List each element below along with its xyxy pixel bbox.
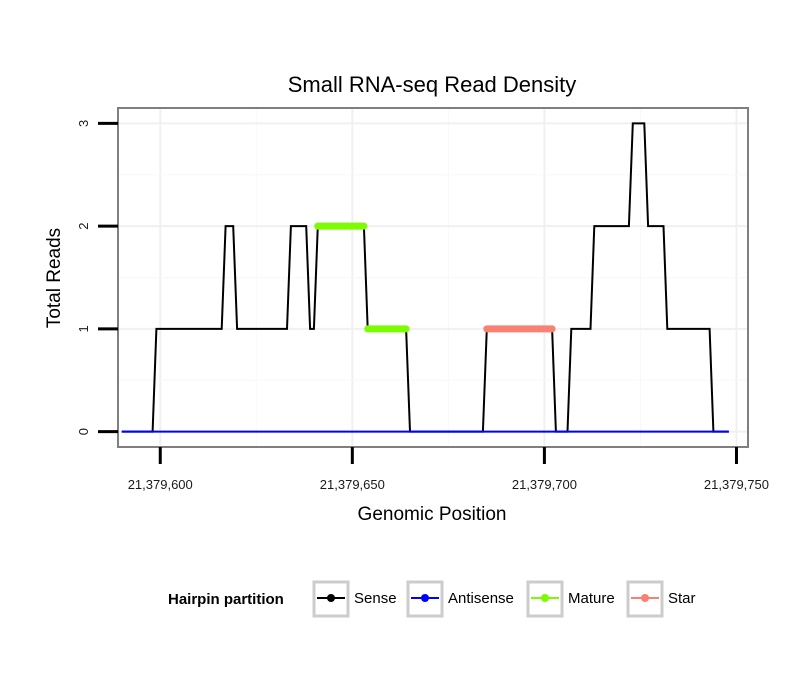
x-tick-label: 21,379,650 xyxy=(320,477,385,492)
legend-dot-antisense xyxy=(421,594,429,602)
x-tick-label: 21,379,700 xyxy=(512,477,577,492)
legend: Hairpin partition Sense Antisense Mature St… xyxy=(168,580,696,618)
y-tick-label: 1 xyxy=(76,325,91,332)
legend-label-star: Star xyxy=(668,590,696,607)
legend-dot-star xyxy=(641,594,649,602)
y-tick-label: 0 xyxy=(76,428,91,435)
y-axis-title: Total Reads xyxy=(44,228,65,328)
legend-dot-sense xyxy=(327,594,335,602)
legend-dot-mature xyxy=(541,594,549,602)
legend-title: Hairpin partition xyxy=(168,591,284,608)
legend-label-antisense: Antisense xyxy=(448,590,514,607)
series xyxy=(121,122,729,433)
legend-label-sense: Sense xyxy=(354,590,397,607)
y-tick-label: 2 xyxy=(76,223,91,230)
x-axis-title: Genomic Position xyxy=(358,504,507,525)
legend-label-mature: Mature xyxy=(568,590,615,607)
x-tick-label: 21,379,600 xyxy=(128,477,193,492)
axes: 21,379,600 21,379,650 21,379,700 21,379,750… xyxy=(76,107,769,492)
x-tick-label: 21,379,750 xyxy=(704,477,769,492)
panel-border xyxy=(117,107,749,448)
chart-title: Small RNA-seq Read Density xyxy=(288,72,577,97)
y-tick-label: 3 xyxy=(76,120,91,127)
